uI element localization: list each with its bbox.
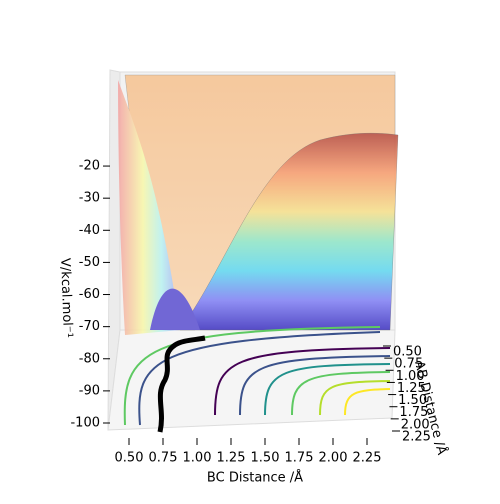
contour — [123, 326, 381, 426]
surface-well — [150, 288, 200, 330]
surface-left — [118, 80, 180, 335]
y-tick-label: 0.50 — [393, 345, 422, 360]
y-tick-label: 1.75 — [399, 405, 428, 420]
y-tick-label: 1.50 — [398, 393, 427, 408]
x-tick-label: 0.50 — [115, 451, 144, 466]
axes: 0.50 0.75 1.00 1.25 1.50 1.75 2.00 2.250.500.75… — [70, 159, 430, 466]
surface — [118, 74, 399, 335]
contour — [344, 388, 391, 416]
contour — [138, 331, 381, 426]
contour — [291, 371, 391, 416]
contours — [123, 326, 391, 426]
contour — [239, 355, 391, 416]
y-tick-label: 1.25 — [397, 381, 426, 396]
x-tick-label: 1.00 — [183, 451, 212, 466]
y-tick-label: 2.00 — [401, 417, 430, 432]
z-tick-label: -70 — [79, 319, 100, 334]
z-tick-label: -20 — [79, 159, 100, 174]
x-tick-label: 0.75 — [149, 451, 178, 466]
z-tick-label: -50 — [79, 255, 100, 270]
x-tick-label: 2.25 — [353, 451, 382, 466]
z-axis-label: V/kcal.mol⁻¹ — [57, 258, 75, 338]
z-tick-label: -30 — [79, 191, 100, 206]
z-tick-label: -90 — [79, 383, 100, 398]
y-tick-label: 0.75 — [394, 357, 423, 372]
surface-ridge — [179, 133, 399, 331]
x-tick-label: 2.00 — [319, 451, 348, 466]
z-tick-label: -100 — [70, 416, 100, 431]
x-tick-label: 1.75 — [285, 451, 314, 466]
contour — [264, 363, 391, 416]
x-axis-label: BC Distance /Å — [207, 470, 303, 486]
x-tick-label: 1.25 — [217, 451, 246, 466]
contour — [319, 380, 391, 416]
y-tick-label: 2.25 — [402, 430, 431, 445]
z-tick-label: -60 — [79, 287, 100, 302]
contour — [214, 347, 391, 416]
y-tick-label: 1.00 — [396, 369, 425, 384]
z-tick-label: -40 — [79, 223, 100, 238]
x-tick-label: 1.50 — [251, 451, 280, 466]
trajectory — [157, 335, 206, 433]
floor-pane — [107, 329, 396, 431]
z-tick-label: -80 — [79, 351, 100, 366]
